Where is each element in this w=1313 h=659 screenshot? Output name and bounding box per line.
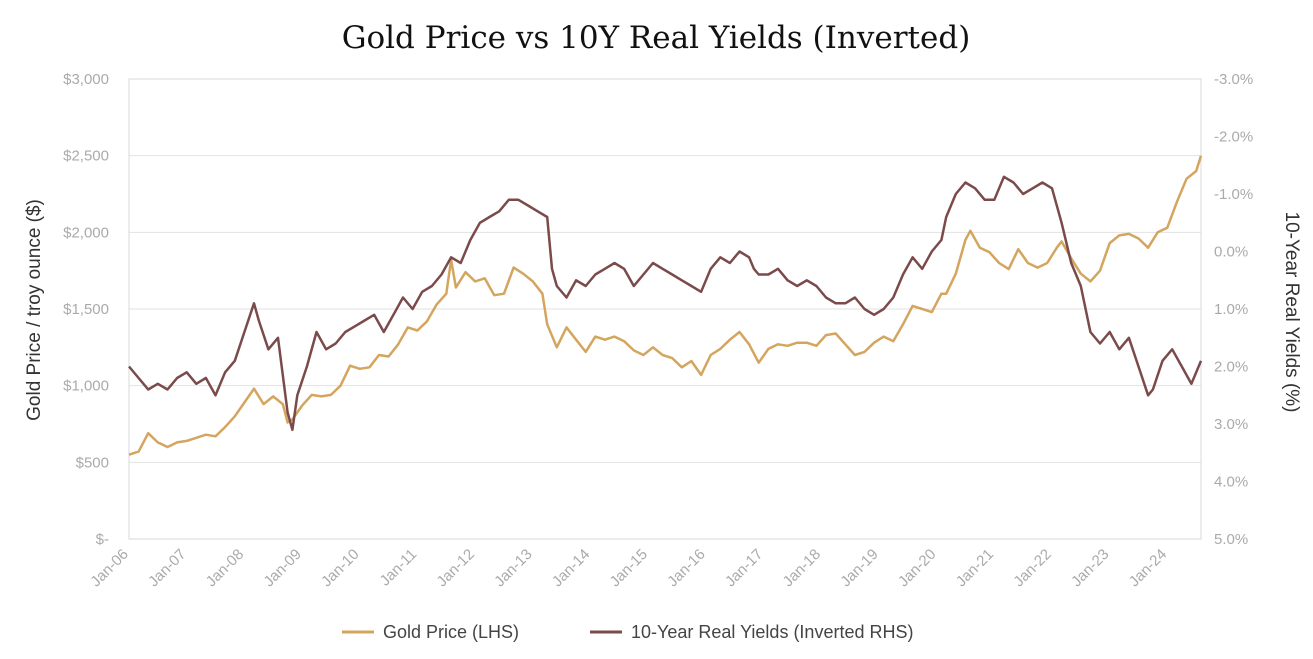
right-axis-label: 10-Year Real Yields (%) xyxy=(1281,211,1302,412)
x-tick-label: Jan-06 xyxy=(87,546,131,590)
legend-label-gold: Gold Price (LHS) xyxy=(383,622,519,642)
right-tick-label: 0.0% xyxy=(1214,244,1248,261)
legend: Gold Price (LHS) 10-Year Real Yields (In… xyxy=(342,622,913,642)
left-tick-label: $1,500 xyxy=(63,301,109,318)
right-tick-label: -2.0% xyxy=(1214,129,1253,146)
x-tick-label: Jan-15 xyxy=(607,546,651,590)
x-tick-label: Jan-13 xyxy=(491,546,535,590)
right-tick-label: 4.0% xyxy=(1214,474,1248,491)
series-lines xyxy=(128,155,1203,456)
left-tick-label: $2,500 xyxy=(63,148,109,165)
series-line-real-yield xyxy=(128,175,1203,432)
x-tick-label: Jan-22 xyxy=(1010,546,1054,590)
x-tick-label: Jan-09 xyxy=(260,546,304,590)
chart-title: Gold Price vs 10Y Real Yields (Inverted) xyxy=(342,20,971,56)
right-axis: 5.0% 4.0% 3.0% 2.0% 1.0% 0.0% -1.0% -2.0% -3.0% xyxy=(1214,71,1253,548)
left-tick-label: $2,000 xyxy=(63,224,109,241)
x-tick-label: Jan-14 xyxy=(549,546,593,590)
x-tick-label: Jan-10 xyxy=(318,546,362,590)
plot-frame xyxy=(128,78,1202,540)
x-tick-label: Jan-23 xyxy=(1068,546,1112,590)
x-tick-label: Jan-07 xyxy=(145,546,189,590)
x-tick-label: Jan-24 xyxy=(1126,546,1170,590)
x-tick-label: Jan-18 xyxy=(780,546,824,590)
x-tick-label: Jan-12 xyxy=(433,546,477,590)
right-tick-label: 3.0% xyxy=(1214,416,1248,433)
x-tick-label: Jan-19 xyxy=(837,546,881,590)
x-axis: Jan-06 Jan-07 Jan-08 Jan-09 Jan-10 Jan-11 Jan-… xyxy=(87,546,1170,590)
left-tick-label: $1,000 xyxy=(63,378,109,395)
left-axis: $- $500 $1,000 $1,500 $2,000 $2,500 $3,000 xyxy=(63,71,109,548)
right-tick-label: -1.0% xyxy=(1214,186,1253,203)
right-tick-label: -3.0% xyxy=(1214,71,1253,88)
right-tick-label: 1.0% xyxy=(1214,301,1248,318)
x-tick-label: Jan-21 xyxy=(953,546,997,590)
series-line-gold xyxy=(128,155,1203,456)
right-tick-label: 5.0% xyxy=(1214,531,1248,548)
right-tick-label: 2.0% xyxy=(1214,359,1248,376)
x-tick-label: Jan-11 xyxy=(377,546,421,590)
grid-lines xyxy=(129,78,1201,540)
legend-label-real-yield: 10-Year Real Yields (Inverted RHS) xyxy=(631,622,913,642)
x-tick-label: Jan-17 xyxy=(722,546,766,590)
x-tick-label: Jan-08 xyxy=(203,546,247,590)
left-tick-label: $- xyxy=(96,531,109,548)
left-tick-label: $500 xyxy=(76,454,109,471)
x-tick-label: Jan-16 xyxy=(664,546,708,590)
x-tick-label: Jan-20 xyxy=(895,546,939,590)
left-axis-label: Gold Price / troy ounce ($) xyxy=(24,199,45,421)
left-tick-label: $3,000 xyxy=(63,71,109,88)
